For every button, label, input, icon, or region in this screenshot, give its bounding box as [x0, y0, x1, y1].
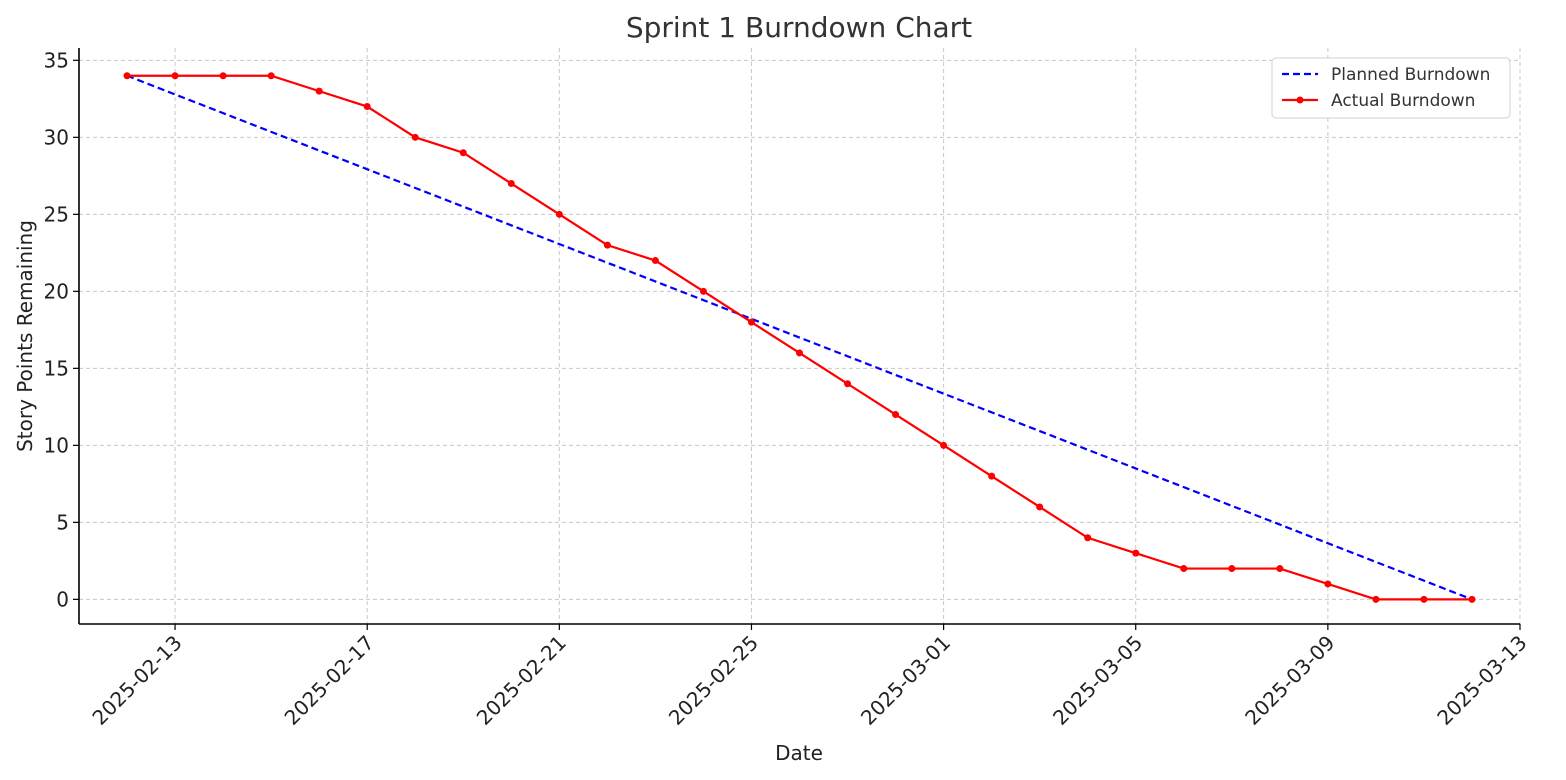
y-tick-label: 25: [44, 202, 69, 226]
data-point: [892, 411, 900, 419]
data-point: [1180, 565, 1188, 573]
data-point: [651, 257, 659, 265]
data-point: [988, 472, 996, 480]
data-point: [267, 72, 275, 80]
legend: Planned Burndown Actual Burndown: [1271, 57, 1511, 119]
legend-box: [1271, 57, 1511, 119]
x-tick-label: 2025-03-05: [1048, 631, 1147, 730]
data-point: [747, 318, 755, 326]
x-tick-label: 2025-02-13: [87, 631, 186, 730]
x-tick-label: 2025-02-21: [472, 631, 571, 730]
data-point: [1420, 595, 1428, 603]
data-point: [796, 349, 803, 357]
x-ticks: 2025-02-13 2025-02-17 2025-02-21 2025-02-25…: [87, 624, 1532, 730]
data-point: [1324, 580, 1332, 588]
x-axis-title: Date: [775, 741, 823, 765]
y-tick-label: 10: [44, 433, 69, 457]
y-tick-label: 35: [44, 48, 69, 72]
data-point: [171, 72, 179, 80]
data-point: [844, 380, 852, 388]
data-point: [1276, 565, 1284, 573]
y-ticks: 0 5 10 15 20 25 30 35: [44, 48, 79, 611]
data-point: [1036, 503, 1044, 511]
data-point: [1132, 549, 1140, 557]
grid: [79, 48, 1521, 624]
data-point: [1084, 534, 1092, 542]
data-point: [940, 441, 948, 449]
data-point: [363, 103, 371, 111]
data-point: [1372, 595, 1380, 603]
data-point: [603, 241, 611, 249]
y-tick-label: 30: [44, 125, 69, 149]
y-axis-title: Story Points Remaining: [13, 220, 37, 452]
data-point: [1468, 595, 1476, 603]
x-tick-label: 2025-03-13: [1432, 631, 1531, 730]
data-point: [219, 72, 227, 80]
legend-label-planned: Planned Burndown: [1331, 65, 1490, 85]
data-point: [123, 72, 131, 80]
y-tick-label: 15: [44, 356, 69, 380]
legend-marker-actual: [1296, 96, 1304, 104]
data-point: [507, 180, 515, 188]
chart-title: Sprint 1 Burndown Chart: [626, 11, 972, 44]
x-tick-label: 2025-03-09: [1240, 631, 1339, 730]
data-point: [1228, 565, 1236, 573]
data-point: [699, 287, 707, 295]
axes: [78, 48, 1520, 625]
x-tick-label: 2025-02-17: [280, 631, 379, 730]
x-tick-label: 2025-02-25: [664, 631, 763, 730]
series-layer: [123, 72, 1476, 603]
y-tick-label: 20: [44, 279, 69, 303]
data-point: [459, 149, 467, 157]
data-point: [555, 210, 563, 218]
x-tick-label: 2025-03-01: [856, 631, 955, 730]
series-line-planned: [126, 74, 1473, 601]
legend-label-actual: Actual Burndown: [1331, 91, 1475, 111]
y-tick-label: 5: [56, 510, 69, 534]
data-point: [411, 133, 419, 141]
y-tick-label: 0: [56, 587, 69, 611]
data-point: [315, 87, 323, 95]
